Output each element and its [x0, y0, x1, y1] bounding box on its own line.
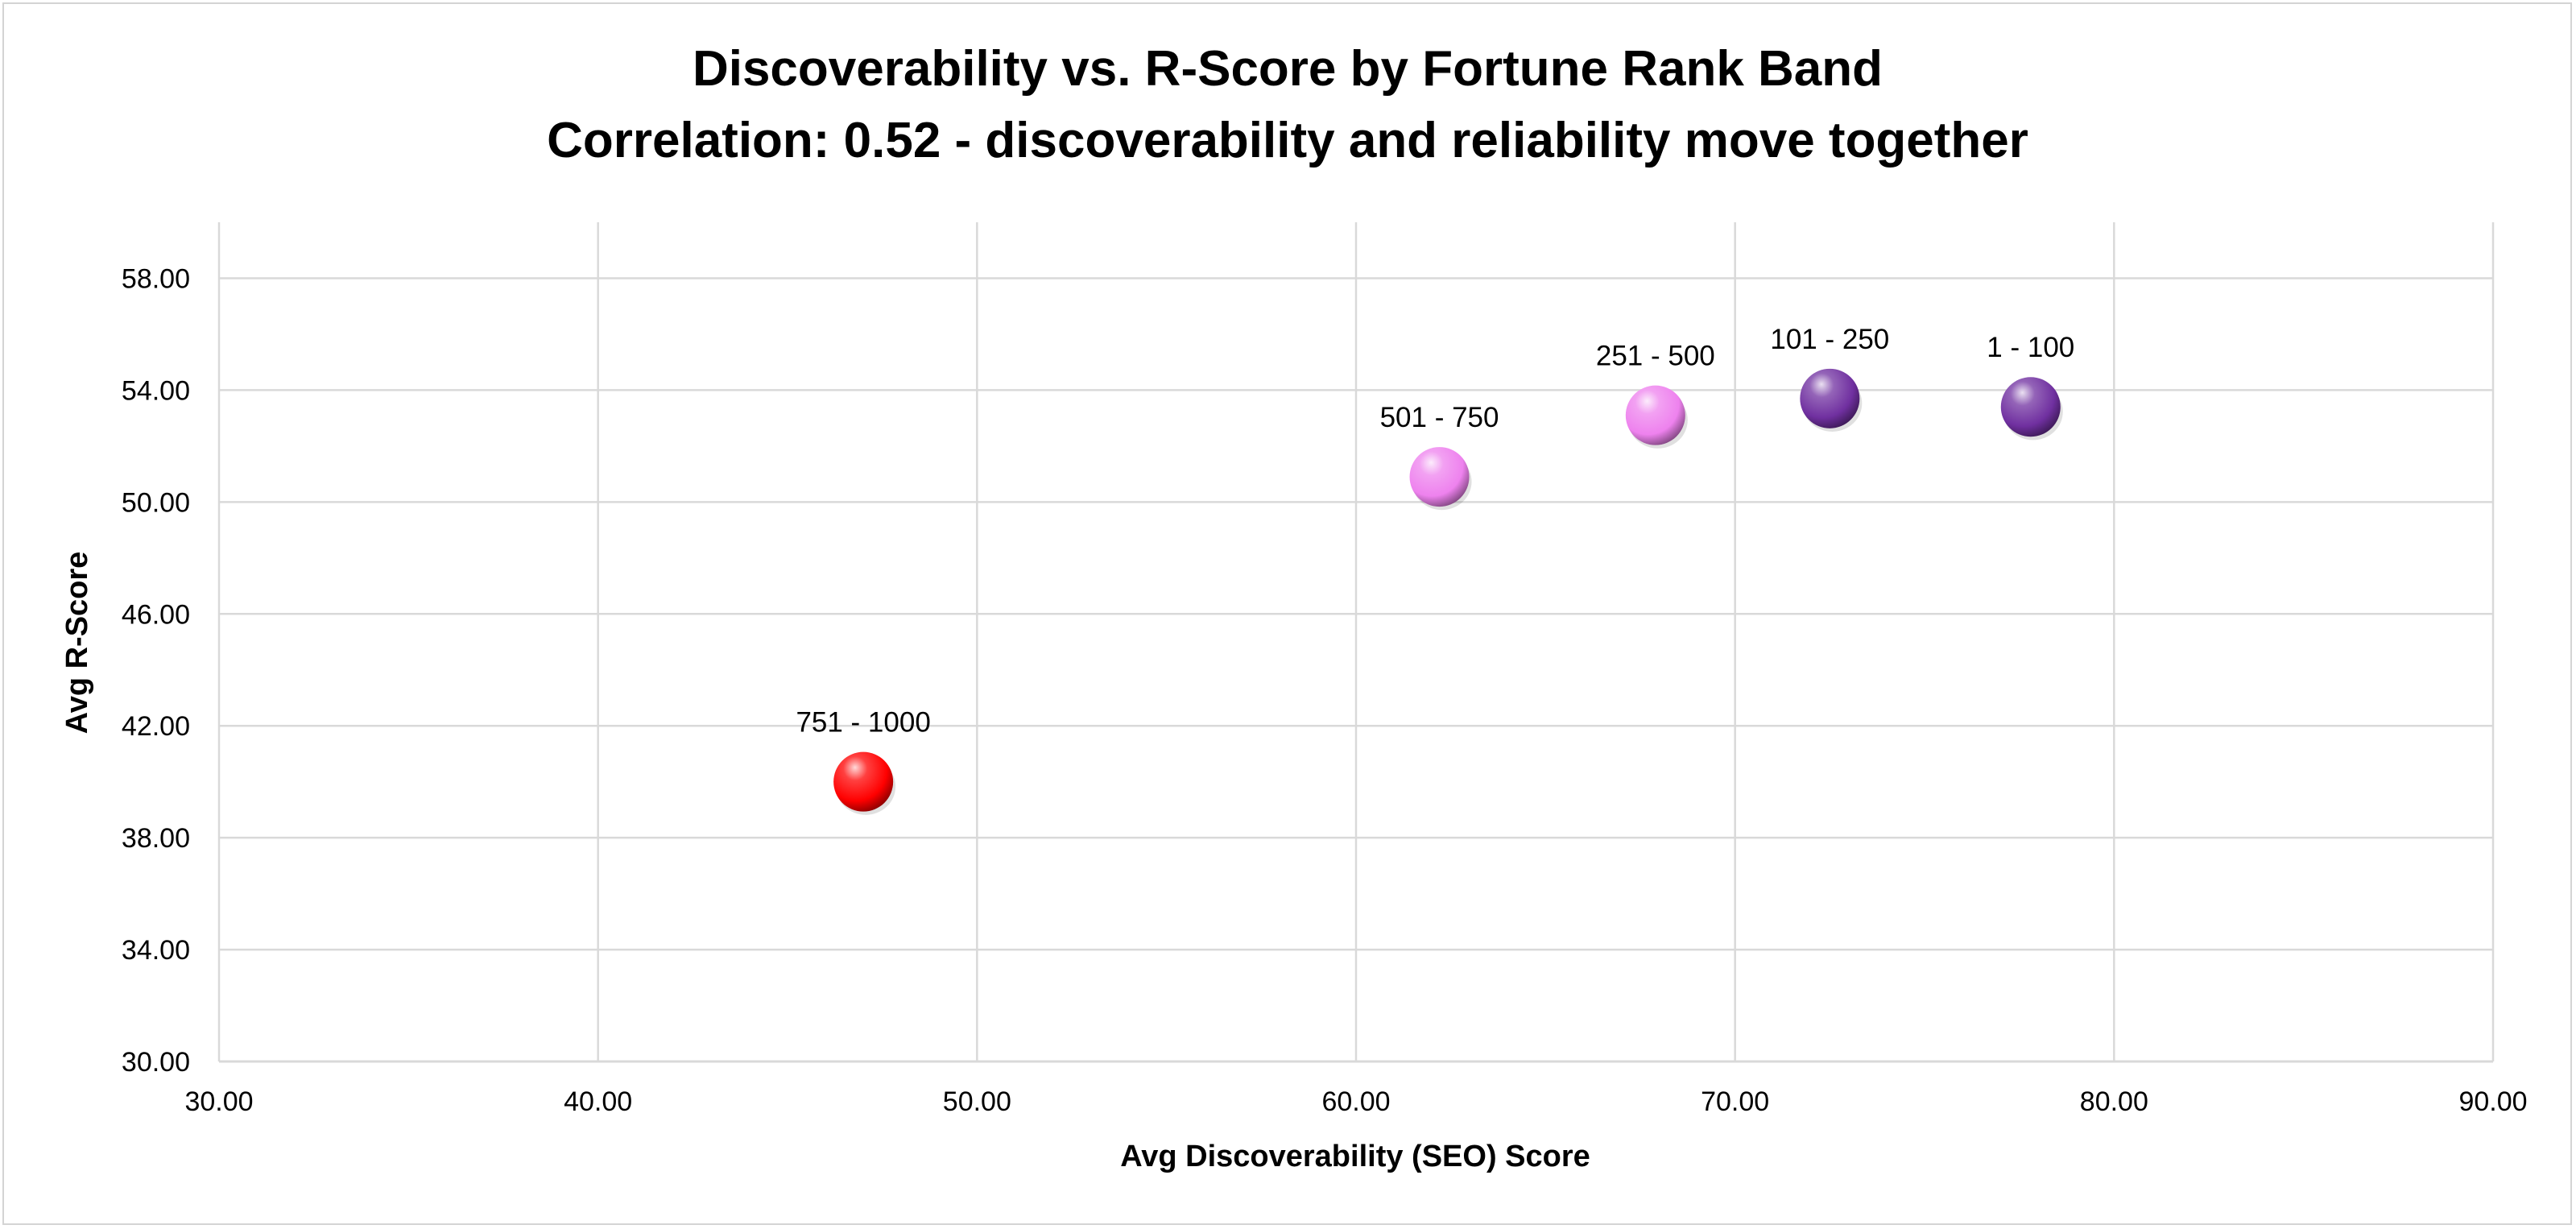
- y-tick-label: 58.00: [122, 263, 190, 294]
- y-tick-label: 42.00: [122, 711, 190, 742]
- y-tick-label: 34.00: [122, 935, 190, 966]
- data-label: 101 - 250: [1770, 324, 1889, 355]
- data-point: [1409, 447, 1470, 507]
- data-labels: 751 - 1000 501 - 750 251 - 500 101 - 250 1 -…: [796, 324, 2074, 739]
- chart-subtitle: Correlation: 0.52 - discoverability and …: [547, 113, 2028, 168]
- x-tick-label: 40.00: [564, 1086, 632, 1117]
- x-tick-label: 80.00: [2080, 1086, 2148, 1117]
- x-axis-title: Avg Discoverability (SEO) Score: [1120, 1140, 1590, 1173]
- data-point: [2000, 377, 2061, 437]
- y-tick-label: 46.00: [122, 599, 190, 630]
- x-tick-label: 60.00: [1321, 1086, 1390, 1117]
- y-axis-title: Avg R-Score: [60, 552, 94, 735]
- x-tick-label: 50.00: [943, 1086, 1011, 1117]
- data-point: [833, 751, 894, 812]
- y-tick-label: 38.00: [122, 823, 190, 854]
- y-tick-label: 30.00: [122, 1047, 190, 1078]
- gridlines: [217, 222, 2495, 1063]
- y-tick-label: 50.00: [122, 487, 190, 518]
- x-tick-label: 30.00: [184, 1086, 253, 1117]
- data-point: [1625, 385, 1685, 445]
- tick-labels: 30.00 40.00 50.00 60.00 70.00 80.00 90.00 30.00…: [122, 263, 2528, 1117]
- data-label: 751 - 1000: [796, 707, 930, 739]
- x-tick-label: 70.00: [1701, 1086, 1769, 1117]
- data-label: 501 - 750: [1380, 402, 1499, 433]
- data-points: [833, 368, 2063, 815]
- chart-title: Discoverability vs. R-Score by Fortune R…: [693, 41, 1883, 97]
- x-tick-label: 90.00: [2458, 1086, 2527, 1117]
- data-label: 1 - 100: [1987, 332, 2074, 363]
- data-label: 251 - 500: [1596, 341, 1715, 372]
- y-tick-label: 54.00: [122, 375, 190, 406]
- data-point: [1800, 368, 1860, 428]
